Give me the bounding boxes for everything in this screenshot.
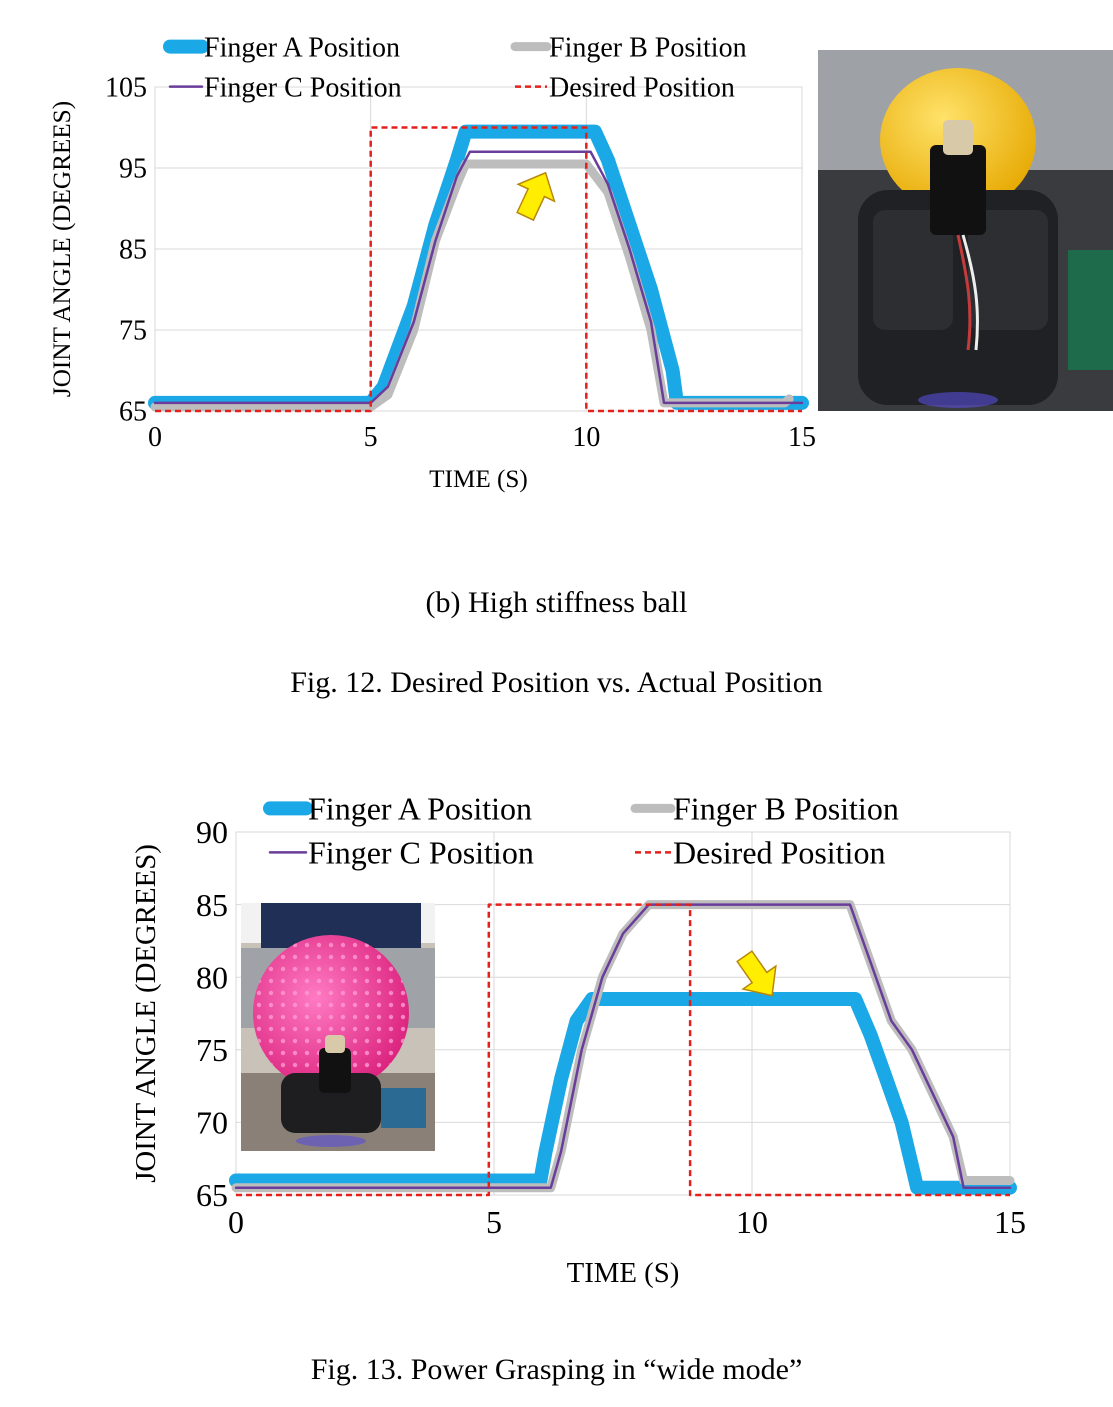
x-tick-label: 0 <box>148 422 162 453</box>
y-tick-label: 90 <box>196 814 228 850</box>
series-line-finger-a <box>229 992 1017 1195</box>
gripper-photo-image <box>818 50 1113 411</box>
y-tick-label: 75 <box>196 1032 228 1068</box>
x-tick-label: 5 <box>364 422 378 453</box>
series-line-finger-c <box>234 903 1012 1189</box>
y-tick-label: 85 <box>196 887 228 923</box>
series-line-finger-c <box>153 150 804 405</box>
x-tick-label: 10 <box>736 1204 768 1240</box>
subfigure-caption-b: (b) High stiffness ball <box>425 586 688 619</box>
arrow-annotation-icon <box>516 171 556 222</box>
legend-label: Finger A Position <box>204 32 400 63</box>
x-axis-label: TIME (S) <box>429 466 528 493</box>
y-axis-label: JOINT ANGLE (DEGREES) <box>49 101 76 397</box>
series-line-finger-a <box>148 124 809 410</box>
y-tick-label: 105 <box>105 73 147 104</box>
x-axis-label: TIME (S) <box>567 1257 680 1289</box>
y-tick-label: 65 <box>196 1177 228 1213</box>
legend-label: Finger C Position <box>204 72 402 103</box>
gripper-pink-ball-image <box>241 903 435 1151</box>
fig12-caption: Fig. 12. Desired Position vs. Actual Pos… <box>290 666 823 699</box>
legend-label: Finger A Position <box>308 791 532 827</box>
legend-label: Finger B Position <box>549 32 747 63</box>
x-tick-label: 15 <box>994 1204 1026 1240</box>
legend-entry-finger-b: Finger B Position <box>630 791 899 827</box>
legend-label: Finger C Position <box>308 835 534 871</box>
chart-1: 65 75 85 95 105 0 5 10 15 TIME (S) JOINT ANGLE (DE… <box>49 32 816 493</box>
fig12-photo <box>818 50 1113 411</box>
series-line-desired <box>155 126 802 413</box>
legend-entry-finger-c: Finger C Position <box>268 835 534 871</box>
y-axis-label: JOINT ANGLE (DEGREES) <box>130 844 162 1183</box>
y-tick-label: 75 <box>119 316 147 347</box>
x-tick-label: 15 <box>788 422 816 453</box>
legend-entry-desired: Desired Position <box>635 835 885 871</box>
fig13-caption: Fig. 13. Power Grasping in “wide mode” <box>310 1353 803 1386</box>
x-tick-label: 10 <box>572 422 600 453</box>
legend-label: Finger B Position <box>673 791 899 827</box>
legend-label: Desired Position <box>673 835 885 871</box>
y-tick-label: 80 <box>196 959 228 995</box>
legend-entry-desired: Desired Position <box>515 72 735 103</box>
y-tick-label: 70 <box>196 1105 228 1141</box>
y-tick-label: 95 <box>119 154 147 185</box>
x-tick-label: 5 <box>486 1204 502 1240</box>
x-tick-label: 0 <box>228 1204 244 1240</box>
legend-entry-finger-a: Finger A Position <box>263 791 532 827</box>
legend-label: Desired Position <box>549 72 735 103</box>
series-line-desired <box>236 903 1010 1197</box>
legend-entry-finger-c: Finger C Position <box>168 72 402 103</box>
y-tick-label: 65 <box>119 397 147 428</box>
legend-entry-finger-a: Finger A Position <box>163 32 400 63</box>
arrow-annotation-icon <box>736 950 777 997</box>
legend-entry-finger-b: Finger B Position <box>510 32 747 63</box>
y-tick-label: 85 <box>119 235 147 266</box>
fig13-photo <box>241 903 435 1151</box>
